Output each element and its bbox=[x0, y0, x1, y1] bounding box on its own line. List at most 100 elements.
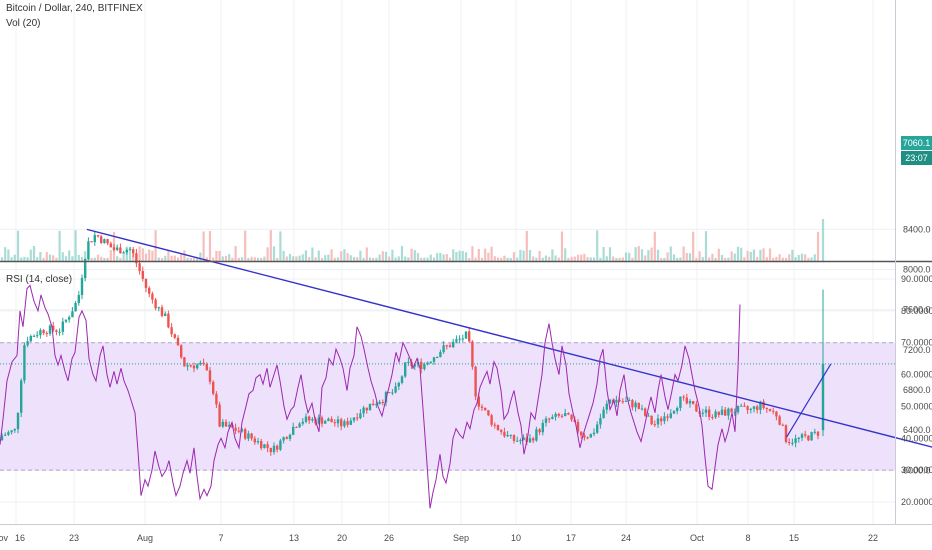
candle-body bbox=[4, 434, 7, 436]
time-tick-label: 22 bbox=[868, 533, 878, 543]
volume-bar bbox=[589, 257, 592, 261]
volume-bar bbox=[116, 256, 119, 261]
candle-body bbox=[807, 435, 810, 441]
volume-bar bbox=[512, 252, 516, 261]
candle-body bbox=[589, 434, 592, 438]
time-tick-label: 16 bbox=[15, 533, 25, 543]
candle-body bbox=[724, 409, 727, 416]
candle-body bbox=[404, 362, 407, 377]
candle-body bbox=[727, 408, 730, 416]
candle-body bbox=[583, 435, 586, 438]
volume-bar bbox=[170, 255, 173, 261]
candle-body bbox=[327, 418, 330, 422]
descending-trendline bbox=[86, 228, 932, 448]
candle-body bbox=[55, 330, 58, 332]
rsi-title: RSI (14, close) bbox=[6, 274, 73, 285]
volume-bar bbox=[608, 247, 612, 261]
candle-body bbox=[279, 440, 282, 450]
candle-body bbox=[528, 438, 532, 443]
candle-body bbox=[199, 362, 202, 365]
candle-body bbox=[602, 409, 605, 419]
candle-body bbox=[442, 345, 445, 353]
volume-bar bbox=[295, 256, 298, 261]
volume-bar bbox=[730, 251, 733, 261]
time-tick-label: 8 bbox=[745, 533, 750, 543]
candle-body bbox=[487, 410, 490, 416]
candle-body bbox=[32, 335, 36, 337]
volume-bar bbox=[429, 254, 432, 261]
volume-bar bbox=[813, 254, 816, 261]
candle-body bbox=[276, 445, 279, 450]
candle-body bbox=[170, 327, 173, 335]
volume-bar bbox=[36, 257, 39, 261]
time-tick-label: 13 bbox=[289, 533, 299, 543]
candle-body bbox=[71, 311, 74, 318]
candle-body bbox=[205, 364, 208, 371]
candle-body bbox=[429, 361, 432, 363]
volume-bar bbox=[541, 257, 544, 261]
volume-bar bbox=[564, 248, 567, 261]
candle-body bbox=[746, 406, 749, 410]
candle-body bbox=[13, 429, 16, 431]
volume-bar bbox=[340, 251, 343, 261]
volume-bar bbox=[84, 251, 87, 261]
volume-bar bbox=[288, 254, 292, 261]
volume-bar bbox=[292, 256, 295, 261]
volume-bar bbox=[711, 253, 714, 261]
candle-body bbox=[285, 437, 288, 439]
volume-bar bbox=[144, 253, 148, 261]
candle-body bbox=[356, 417, 359, 419]
candle-body bbox=[292, 426, 295, 435]
volume-bar bbox=[61, 252, 64, 261]
candle-body bbox=[653, 424, 656, 426]
volume-bar bbox=[477, 248, 480, 261]
volume-bar bbox=[304, 250, 308, 261]
candle-body bbox=[324, 421, 327, 424]
volume-bar bbox=[256, 257, 260, 261]
volume-bar bbox=[324, 255, 327, 261]
candle-body bbox=[676, 407, 679, 412]
volume-bar bbox=[538, 250, 541, 261]
candle-body bbox=[522, 437, 525, 441]
volume-bar bbox=[624, 252, 628, 261]
candle-body bbox=[544, 418, 548, 423]
candle-body bbox=[471, 341, 474, 367]
candle-body bbox=[448, 345, 452, 348]
volume-bar bbox=[148, 249, 151, 261]
candle-body bbox=[426, 362, 429, 365]
volume-bar bbox=[656, 249, 660, 261]
volume-bar bbox=[151, 250, 154, 261]
volume-bar bbox=[717, 248, 720, 261]
volume-bar bbox=[71, 256, 74, 261]
volume-bar bbox=[794, 257, 797, 261]
rsi-tick-label: 70.0000 bbox=[901, 338, 932, 348]
volume-bar bbox=[660, 257, 663, 261]
volume-bar bbox=[592, 257, 596, 261]
volume-bar bbox=[544, 255, 548, 261]
candle-body bbox=[813, 431, 816, 433]
volume-bar bbox=[378, 254, 381, 261]
volume-bar bbox=[23, 256, 26, 261]
candle-body bbox=[669, 413, 672, 418]
candle-body bbox=[541, 422, 544, 433]
candle-body bbox=[797, 437, 800, 439]
volume-bar bbox=[311, 247, 314, 261]
volume-bar bbox=[807, 257, 810, 261]
volume-bar bbox=[800, 253, 804, 261]
volume-bar bbox=[218, 250, 221, 261]
volume-bar bbox=[96, 254, 100, 261]
candle-body bbox=[288, 434, 292, 439]
candle-body bbox=[154, 299, 157, 309]
candle-body bbox=[692, 401, 695, 405]
price-tick-label: 6800.0 bbox=[903, 385, 931, 395]
candle-body bbox=[624, 400, 628, 402]
candle-body bbox=[800, 434, 804, 438]
volume-bar bbox=[605, 256, 608, 261]
candle-body bbox=[730, 408, 733, 413]
volume-bar bbox=[388, 256, 391, 261]
candle-body bbox=[138, 263, 141, 272]
volume-bar bbox=[32, 245, 36, 261]
candle-body bbox=[186, 365, 189, 367]
candle-body bbox=[439, 352, 442, 358]
candle-body bbox=[333, 422, 336, 424]
